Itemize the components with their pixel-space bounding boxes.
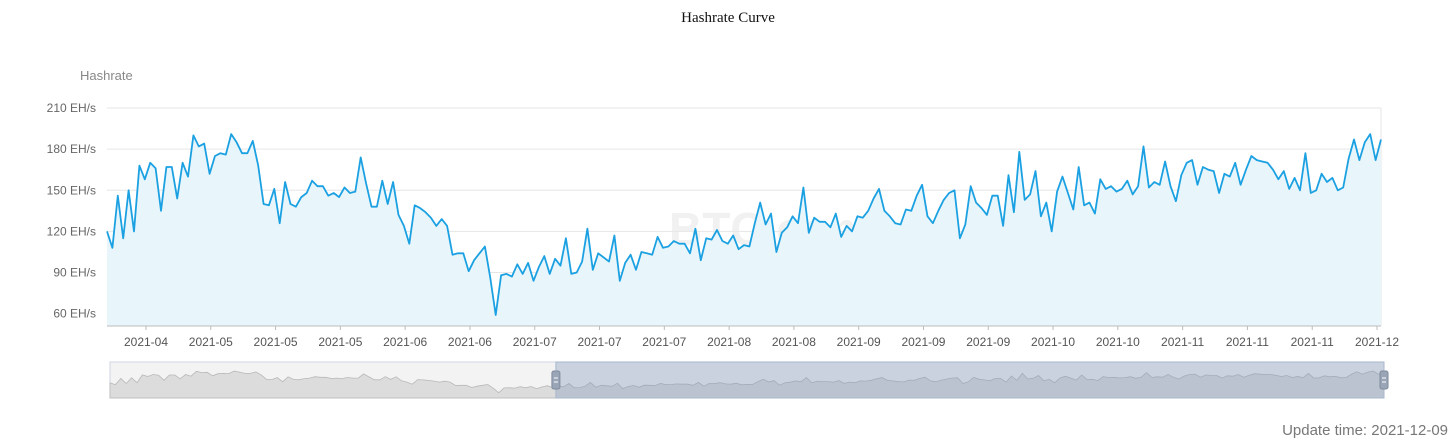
y-tick-label: 180 EH/s [47,142,96,156]
x-tick-label: 2021-04 [124,335,168,349]
x-tick-label: 2021-12 [1355,335,1399,349]
x-tick-label: 2021-08 [707,335,751,349]
update-time: Update time: 2021-12-09 [1282,422,1448,439]
x-tick-label: 2021-09 [837,335,881,349]
x-tick-label: 2021-10 [1096,335,1140,349]
x-tick-label: 2021-07 [578,335,622,349]
datazoom-preview [109,370,1385,399]
chart-title: Hashrate Curve [681,10,775,26]
x-tick-label: 2021-07 [513,335,557,349]
y-tick-label: 210 EH/s [47,101,96,115]
datazoom-start-handle[interactable] [551,370,561,390]
hashrate-series-line [106,133,1382,316]
x-tick-label: 2021-09 [901,335,945,349]
x-tick-label: 2021-07 [642,335,686,349]
y-axis-label: Hashrate [80,68,133,83]
datazoom-end-handle[interactable] [1379,370,1389,390]
hashrate-area [107,134,1381,326]
y-tick-label: 60 EH/s [53,307,96,321]
x-tick-label: 2021-06 [448,335,492,349]
x-tick-label: 2021-05 [254,335,298,349]
x-tick-label: 2021-10 [1031,335,1075,349]
y-tick-label: 120 EH/s [47,224,96,238]
x-tick-label: 2021-08 [772,335,816,349]
x-tick-label: 2021-09 [966,335,1010,349]
datazoom-selection[interactable] [555,361,1385,399]
y-tick-label: 90 EH/s [53,266,96,280]
x-tick-label: 2021-05 [318,335,362,349]
x-tick-label: 2021-06 [383,335,427,349]
x-tick-label: 2021-05 [189,335,233,349]
x-tick-label: 2021-11 [1161,335,1204,349]
x-tick-label: 2021-11 [1226,335,1269,349]
x-tick-label: 2021-11 [1291,335,1334,349]
y-tick-label: 150 EH/s [47,183,96,197]
